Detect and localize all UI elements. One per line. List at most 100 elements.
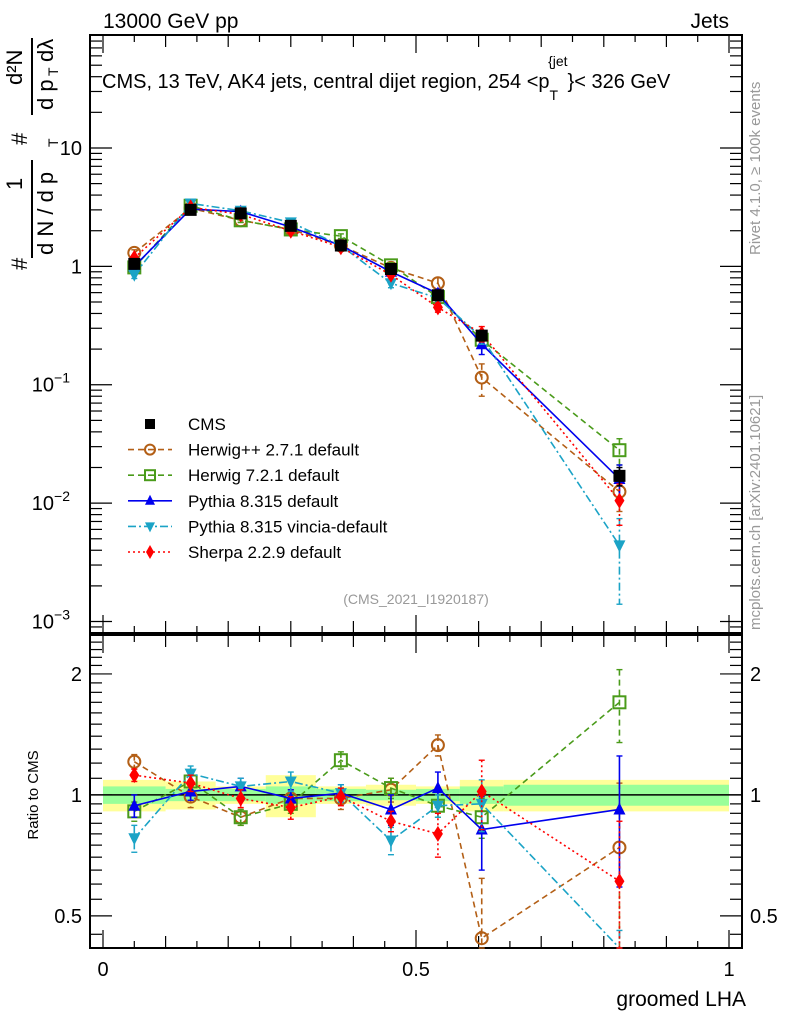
y-tick-label-main: 1 [71, 256, 82, 278]
marker-triangle-down [384, 278, 397, 291]
marker-diamond [335, 788, 346, 805]
marker-square [384, 262, 397, 275]
marker-open-circle [430, 738, 445, 753]
marker-square [234, 207, 247, 220]
y-tick-label-main: 10−1 [32, 370, 70, 397]
legend-item: Pythia 8.315 vincia-default [128, 517, 388, 536]
marker-triangle-down [613, 540, 626, 553]
rivet-label: Rivet 4.1.0, ≥ 100k events [747, 82, 764, 255]
plot-title: CMS, 13 TeV, AK4 jets, central dijet reg… [102, 53, 671, 103]
series-line [133, 204, 620, 451]
x-axis-label: groomed LHA [616, 988, 746, 1011]
marker-open-square [612, 695, 627, 710]
marker-square [431, 289, 444, 302]
marker-square [184, 203, 197, 216]
marker-diamond [185, 775, 196, 792]
y-tick-label-ratio-right: 2 [750, 664, 761, 686]
header-right: Jets [690, 10, 729, 33]
marker-diamond [146, 545, 154, 559]
series-layer [127, 198, 627, 949]
svg-text:T: T [45, 67, 61, 76]
marker-square [145, 419, 155, 429]
marker-triangle-up [613, 802, 626, 815]
marker-diamond [385, 813, 396, 830]
marker-triangle-up [128, 798, 141, 811]
marker-triangle-down [145, 522, 155, 533]
marker-square [334, 239, 347, 252]
series-main-herwig-2-7-1-default [127, 201, 627, 513]
legend-label: Sherpa 2.2.9 default [188, 543, 341, 562]
marker-open-square [383, 781, 398, 796]
svg-text:dλ: dλ [33, 39, 58, 62]
series-line [133, 207, 620, 493]
y-axis-label-main: # 1 d N / d p T # d²N d p T dλ [2, 38, 61, 270]
svg-text:#: # [7, 257, 32, 270]
marker-open-square [144, 469, 156, 482]
marker-triangle-down [128, 269, 141, 282]
x-tick-label: 1 [723, 959, 734, 981]
series-ratio-herwig-2-7-1-default [127, 734, 627, 949]
marker-open-square [612, 443, 627, 458]
marker-triangle-up [431, 781, 444, 794]
tick-labels: 10−3 10−2 10−1 1 10 0.5 0.5 1 1 2 2 0 0.5 1 [32, 138, 778, 981]
marker-triangle-up [145, 494, 155, 505]
legend-item: CMS [145, 415, 226, 434]
x-tick-label: 0 [97, 959, 108, 981]
marker-square [128, 257, 141, 270]
legend-item: Pythia 8.315 default [128, 492, 339, 511]
axes-frames [89, 34, 743, 949]
marker-open-circle [474, 931, 489, 946]
analysis-watermark: (CMS_2021_I1920187) [343, 591, 489, 607]
svg-text:d²N: d²N [2, 50, 27, 85]
marker-triangle-down [128, 833, 141, 846]
marker-triangle-down [384, 835, 397, 848]
marker-diamond [432, 825, 443, 842]
y-tick-label-ratio: 1 [71, 785, 82, 807]
legend-label: Herwig++ 2.7.1 default [188, 441, 359, 460]
marker-open-circle [144, 443, 156, 456]
svg-text:d p: d p [33, 79, 58, 110]
legend-label: Herwig 7.2.1 default [188, 466, 339, 485]
legend-label: CMS [188, 415, 226, 434]
marker-square [475, 329, 488, 342]
marker-square [613, 469, 626, 482]
marker-diamond [432, 299, 443, 316]
header-left: 13000 GeV pp [103, 10, 238, 33]
y-tick-label-ratio-right: 0.5 [750, 906, 778, 928]
y-tick-label-main: 10−3 [32, 607, 70, 634]
svg-text:#: # [7, 132, 32, 145]
y-tick-label-ratio-right: 1 [750, 785, 761, 807]
svg-text:1: 1 [2, 178, 27, 190]
svg-text:T: T [45, 138, 61, 147]
series-line [133, 772, 621, 949]
y-tick-label-main: 10−2 [32, 488, 70, 515]
svg-text:d N / d p: d N / d p [33, 172, 58, 255]
series-line [133, 701, 620, 819]
y-tick-label-ratio: 2 [71, 664, 82, 686]
series-line [133, 208, 621, 480]
series-line [133, 202, 621, 546]
legend-label: Pythia 8.315 vincia-default [188, 517, 388, 536]
marker-diamond [614, 492, 625, 509]
marker-open-square [233, 810, 248, 825]
series-ratio-herwig-7-2-1-default [127, 668, 627, 839]
y-tick-label-main: 10 [60, 138, 82, 160]
legend-item: Herwig++ 2.7.1 default [128, 441, 359, 460]
y-axis-label-ratio: Ratio to CMS [25, 750, 42, 839]
marker-triangle-down [234, 781, 247, 794]
mcplots-label: mcplots.cern.ch [arXiv:2401.10621] [747, 395, 764, 630]
marker-diamond [614, 873, 625, 890]
marker-diamond [476, 783, 487, 800]
series-main-cms [128, 203, 626, 487]
marker-diamond [129, 767, 140, 784]
series-ratio-sherpa-2-2-9-default [129, 759, 625, 949]
legend-item: Sherpa 2.2.9 default [128, 543, 341, 562]
marker-diamond [235, 790, 246, 807]
legend-item: Herwig 7.2.1 default [128, 466, 339, 485]
marker-triangle-down [431, 800, 444, 813]
legend-label: Pythia 8.315 default [188, 492, 339, 511]
series-line [133, 743, 620, 940]
series-ratio-pythia-8-315-default [128, 755, 626, 888]
x-tick-label: 0.5 [402, 959, 430, 981]
